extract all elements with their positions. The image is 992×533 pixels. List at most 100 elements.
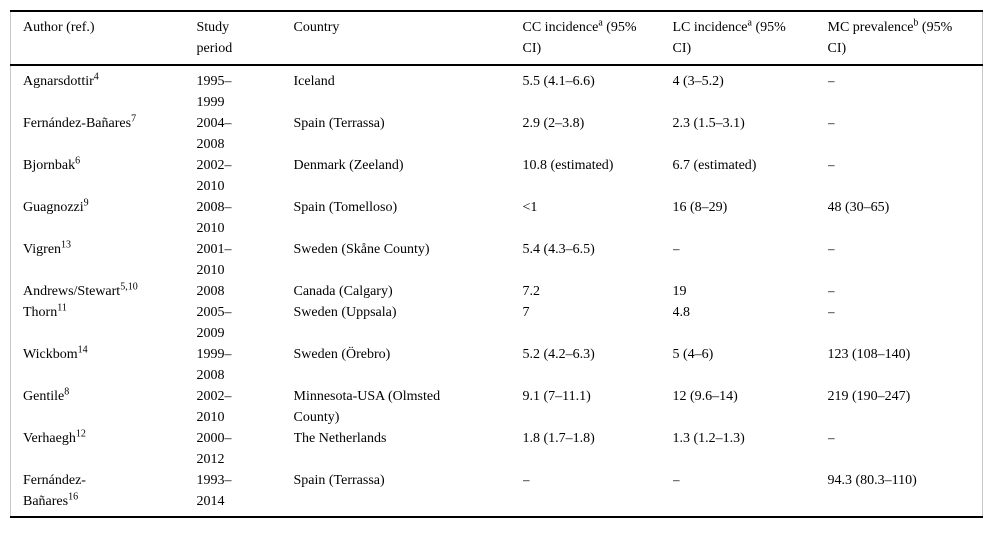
author-cell: Agnarsdottir4 (11, 65, 197, 113)
period-line: 2008 (196, 137, 225, 152)
column-label: CI) (672, 41, 692, 56)
lc-incidence-cell: 1.3 (1.2–1.3) (672, 431, 745, 446)
lc-incidence-cell: 5 (4–6) (672, 347, 714, 362)
study-period-cell: 1999– 2008 (197, 344, 294, 386)
mc-prevalence-cell: – (827, 284, 835, 299)
period-line: 2008– (196, 200, 232, 215)
study-period-cell: 1995– 1999 (197, 65, 294, 113)
country-cell: Sweden (Skåne County) (294, 239, 523, 281)
author-ref: 14 (77, 344, 88, 356)
column-label: Author (ref.) (23, 20, 95, 35)
period-line: 2009 (196, 326, 225, 341)
mc-prevalence-cell: – (827, 116, 835, 131)
country-cell: Spain (Tomelloso) (294, 197, 523, 239)
author-ref: 9 (83, 197, 89, 209)
cc-incidence-cell: – (522, 473, 530, 488)
study-period-cell: 2001– 2010 (197, 239, 294, 281)
period-line: 1999– (196, 347, 232, 362)
column-label: LC incidence (672, 20, 748, 35)
author-name: Guagnozzi (23, 200, 84, 215)
period-line: 2002– (196, 158, 232, 173)
lc-incidence-cell: 16 (8–29) (672, 200, 728, 215)
author-cell: Gentile8 (11, 386, 197, 428)
author-cell: Wickbom14 (11, 344, 197, 386)
cc-incidence-cell: 7 (522, 305, 530, 320)
column-label: CI) (827, 41, 847, 56)
mc-prevalence-cell: – (827, 158, 835, 173)
column-header-study-period: Study period (196, 11, 294, 66)
period-line: 2002– (196, 389, 232, 404)
table-body: Agnarsdottir4 1995– 1999 Iceland 5.5 (4.1–6.… (11, 65, 983, 517)
author-name: Fernández-Bañares (23, 116, 132, 131)
study-period-cell: 2008 (197, 281, 294, 302)
period-line: 2000– (196, 431, 232, 446)
column-label: Study (196, 20, 230, 35)
country-cell: Sweden (Örebro) (294, 344, 523, 386)
table-row: Wickbom14 1999– 2008 Sweden (Örebro) 5.2 (4.… (11, 344, 983, 386)
mc-prevalence-cell: 94.3 (80.3–110) (827, 473, 917, 488)
column-label-suffix: (95% (918, 20, 953, 35)
table-header: Author (ref.) Study period Country CC incide… (10, 11, 983, 66)
author-ref: 5,10 (120, 281, 138, 293)
period-line: 2010 (196, 221, 225, 236)
author-ref: 11 (57, 302, 67, 314)
country-line: Sweden (Örebro) (293, 347, 391, 362)
period-line: 2010 (196, 263, 225, 278)
author-name: Andrews/Stewart (23, 284, 121, 299)
country-line: The Netherlands (293, 431, 387, 446)
country-cell: Canada (Calgary) (294, 281, 523, 302)
period-line: 2001– (196, 242, 232, 257)
column-header-lc-incidence: LC incidencea (95% CI) (672, 11, 828, 66)
lc-incidence-cell: 6.7 (estimated) (672, 158, 757, 173)
study-period-cell: 2005– 2009 (197, 302, 294, 344)
lc-incidence-cell: 19 (672, 284, 687, 299)
cc-incidence-cell: 1.8 (1.7–1.8) (522, 431, 595, 446)
country-line: Sweden (Uppsala) (293, 305, 397, 320)
mc-prevalence-cell: – (827, 305, 835, 320)
author-cell: Fernández-Bañares7 (11, 113, 197, 155)
author-cell: Vigren13 (11, 239, 197, 281)
cc-incidence-cell: 5.5 (4.1–6.6) (522, 74, 595, 89)
table-row: Thorn11 2005– 2009 Sweden (Uppsala) 7 4.8– (11, 302, 983, 344)
country-cell: Iceland (294, 65, 523, 113)
mc-prevalence-cell: 48 (30–65) (827, 200, 890, 215)
lc-incidence-cell: – (672, 242, 680, 257)
period-line: 2008 (196, 284, 225, 299)
period-line: 2004– (196, 116, 232, 131)
lc-incidence-cell: 4.8 (672, 305, 691, 320)
author-name: Bañares (23, 494, 69, 509)
column-label-suffix: (95% (602, 20, 637, 35)
column-label-suffix: (95% (751, 20, 786, 35)
table-row: Agnarsdottir4 1995– 1999 Iceland 5.5 (4.1–6.… (11, 65, 983, 113)
author-ref: 16 (68, 491, 79, 503)
mc-prevalence-cell: – (827, 431, 835, 446)
period-line: 1993– (196, 473, 232, 488)
column-footnote-marker: b (913, 17, 919, 29)
column-header-mc-prevalence: MC prevalenceb (95% CI) (827, 11, 983, 66)
table-row: Bjornbak6 2002– 2010 Denmark (Zeeland) 10.8 … (11, 155, 983, 197)
country-line: Minnesota-USA (Olmsted (293, 389, 441, 404)
paper-table-page: Author (ref.) Study period Country CC incide… (0, 10, 992, 518)
author-ref: 6 (75, 155, 81, 167)
table-row: Vigren13 2001– 2010 Sweden (Skåne County) 5.… (11, 239, 983, 281)
column-label: Country (293, 20, 340, 35)
country-line: Canada (Calgary) (293, 284, 393, 299)
author-cell: Bjornbak6 (11, 155, 197, 197)
period-line: 1995– (196, 74, 232, 89)
column-label: period (196, 41, 233, 56)
country-line: Spain (Terrassa) (293, 473, 385, 488)
table-row: Fernández-Bañares7 2004– 2008 Spain (Terras… (11, 113, 983, 155)
study-period-cell: 2002– 2010 (197, 155, 294, 197)
study-period-cell: 2002– 2010 (197, 386, 294, 428)
cc-incidence-cell: 5.2 (4.2–6.3) (522, 347, 595, 362)
country-line: Iceland (293, 74, 335, 89)
column-header-cc-incidence: CC incidencea (95% CI) (522, 11, 673, 66)
author-name: Bjornbak (23, 158, 76, 173)
header-row: Author (ref.) Study period Country CC incide… (10, 11, 983, 66)
table-row: Andrews/Stewart5,10 2008 Canada (Calgary) 7… (11, 281, 983, 302)
author-cell: Andrews/Stewart5,10 (11, 281, 197, 302)
table-row: Gentile8 2002– 2010 Minnesota-USA (Olmsted C… (11, 386, 983, 428)
mc-prevalence-cell: – (827, 242, 835, 257)
country-line: Sweden (Skåne County) (293, 242, 430, 257)
table-row: Verhaegh12 2000– 2012 The Netherlands 1.8 (1… (11, 428, 983, 470)
